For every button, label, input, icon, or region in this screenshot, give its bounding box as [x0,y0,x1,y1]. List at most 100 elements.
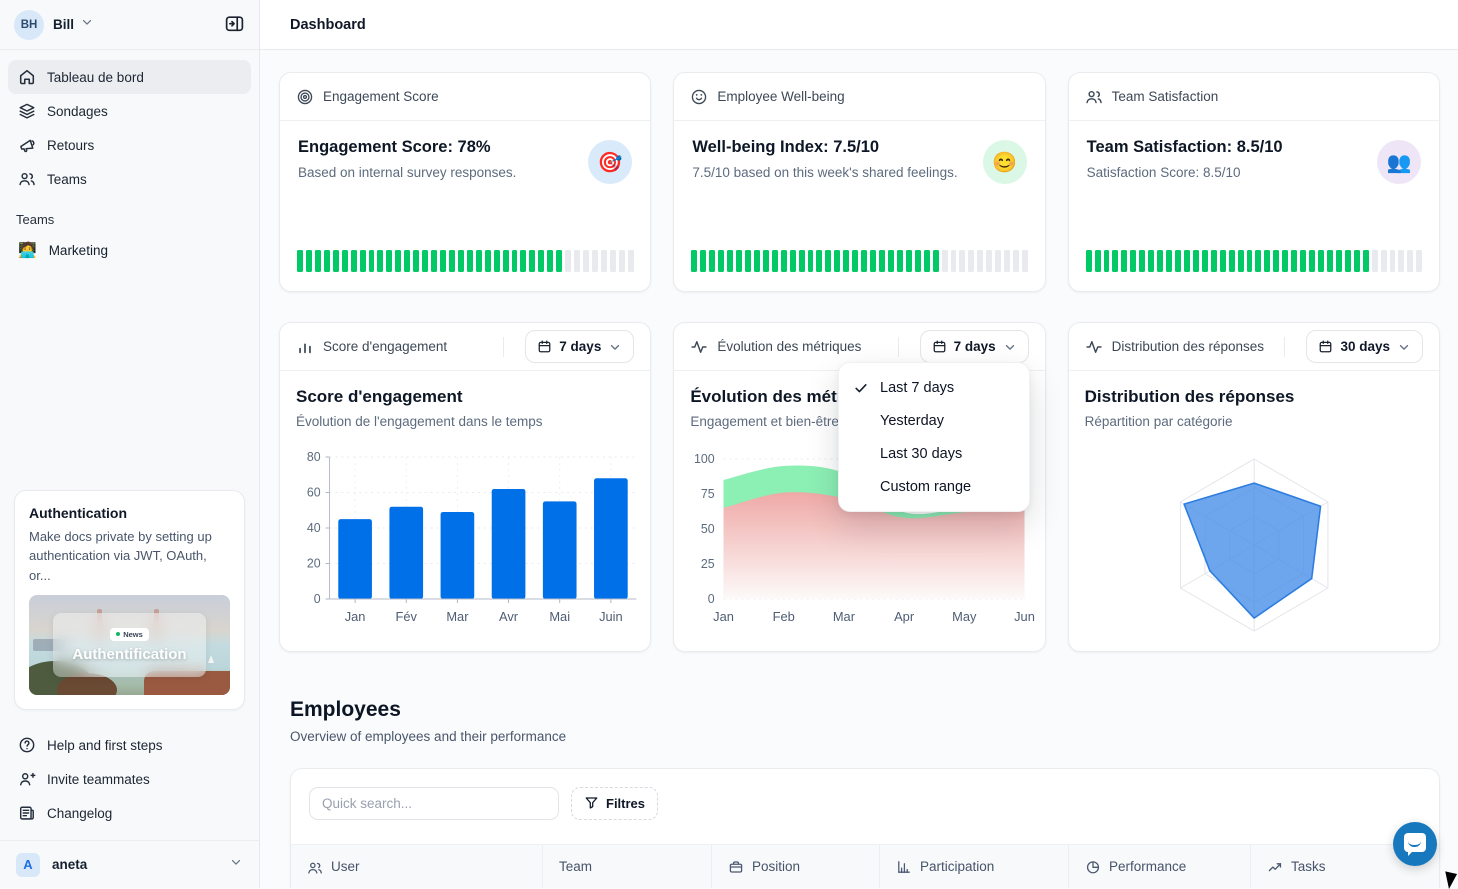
progress-segment [754,250,760,272]
trend-up-icon [1267,859,1283,875]
stat-title: Team Satisfaction: 8.5/10 [1087,138,1283,157]
collapse-sidebar-button[interactable] [221,12,247,38]
progress-segment [1264,250,1270,272]
progress-segment [538,250,544,272]
date-range-menu: Last 7 days Yesterday Last 30 days Custom r… [838,362,1030,512]
progress-segment [691,250,697,272]
progress-segment [1407,250,1413,272]
progress-segment [1086,250,1092,272]
stat-card-header: Employee Well-being [674,73,1044,121]
column-label: Participation [920,859,994,874]
svg-text:80: 80 [307,450,321,464]
date-range-button[interactable]: 7 days [525,330,634,363]
date-range-button[interactable]: 30 days [1306,330,1423,363]
progress-segment [1390,250,1396,272]
sidebar-item-changelog[interactable]: Changelog [8,796,251,830]
progress-segment [1318,250,1324,272]
progress-segment [718,250,724,272]
sidebar-team-marketing[interactable]: 🧑‍💻Marketing [0,233,259,267]
progress-segment [565,250,571,272]
chevron-down-icon[interactable] [80,15,94,34]
account-name: aneta [52,857,87,872]
stat-emoji-badge: 🎯 [588,140,632,184]
sidebar-item-retours[interactable]: Retours [8,128,251,162]
sidebar-item-teams[interactable]: Teams [8,162,251,196]
filters-button[interactable]: Filtres [571,787,658,820]
date-range-button[interactable]: 7 days [920,330,1029,363]
menu-item-label: Last 30 days [880,446,962,462]
progress-segment [1354,250,1360,272]
svg-text:Jan: Jan [713,609,734,624]
menu-item-last-30-days[interactable]: Last 30 days [839,437,1029,470]
progress-bar [297,250,633,272]
page-title: Dashboard [290,17,366,33]
calendar-icon [537,339,552,354]
column-header-participation[interactable]: Participation [879,845,1068,888]
svg-text:Mai: Mai [549,609,570,624]
column-header-user[interactable]: User [291,845,542,888]
progress-segment [879,250,885,272]
svg-text:Jan: Jan [345,609,366,624]
progress-segment [306,250,312,272]
svg-text:25: 25 [701,557,715,571]
menu-item-last-7-days[interactable]: Last 7 days [839,371,1029,404]
svg-text:Feb: Feb [773,609,795,624]
progress-segment [377,250,383,272]
chart-card-header-label: Distribution des réponses [1112,339,1264,354]
stat-subtitle: Based on internal survey responses. [298,165,516,180]
chart-card-header: Score d'engagement 7 days [280,323,650,371]
progress-segment [727,250,733,272]
account-switcher[interactable]: A aneta [0,840,259,888]
divider [1284,337,1285,357]
progress-segment [1112,250,1118,272]
progress-segment [852,250,858,272]
search-input[interactable] [309,787,559,820]
menu-item-label: Last 7 days [880,380,954,396]
employees-section-header: Employees Overview of employees and thei… [279,698,1440,744]
column-header-performance[interactable]: Performance [1068,845,1250,888]
progress-segment [1220,250,1226,272]
svg-text:May: May [952,609,977,624]
progress-segment [1273,250,1279,272]
sidebar-item-help-and-first-steps[interactable]: Help and first steps [8,728,251,762]
workspace-name[interactable]: Bill [53,17,74,32]
news-badge: News [110,628,149,641]
stat-title: Well-being Index: 7.5/10 [692,138,957,157]
progress-segment [324,250,330,272]
progress-segment [449,250,455,272]
chart-title: Score d'engagement [280,371,650,407]
progress-segment [1229,250,1235,272]
progress-segment [351,250,357,272]
progress-segment [736,250,742,272]
progress-segment [906,250,912,272]
menu-item-custom-range[interactable]: Custom range [839,470,1029,503]
progress-segment [592,250,598,272]
progress-segment [1139,250,1145,272]
chat-launcher-button[interactable] [1393,822,1437,866]
sidebar-item-invite-teammates[interactable]: Invite teammates [8,762,251,796]
menu-item-yesterday[interactable]: Yesterday [839,404,1029,437]
workspace-avatar: BH [14,10,44,40]
progress-segment [1247,250,1253,272]
chart-card-header: Distribution des réponses 30 days [1069,323,1439,371]
progress-segment [1238,250,1244,272]
stat-title: Engagement Score: 78% [298,138,516,157]
column-header-team[interactable]: Team [542,845,711,888]
progress-segment [959,250,965,272]
svg-text:Mar: Mar [446,609,469,624]
progress-segment [1345,250,1351,272]
column-header-position[interactable]: Position [711,845,879,888]
sidebar-item-sondages[interactable]: Sondages [8,94,251,128]
progress-segment [315,250,321,272]
sidebar-item-tableau-de-bord[interactable]: Tableau de bord [8,60,251,94]
panel-collapse-icon [224,13,245,37]
progress-segment [709,250,715,272]
progress-segment [297,250,303,272]
promo-card-authentication[interactable]: Authentication Make docs private by sett… [14,490,245,711]
progress-segment [601,250,607,272]
promo-image[interactable]: News Authentification [29,595,230,695]
stat-card-header-label: Employee Well-being [717,89,844,104]
progress-segment [825,250,831,272]
progress-segment [458,250,464,272]
progress-segment [494,250,500,272]
